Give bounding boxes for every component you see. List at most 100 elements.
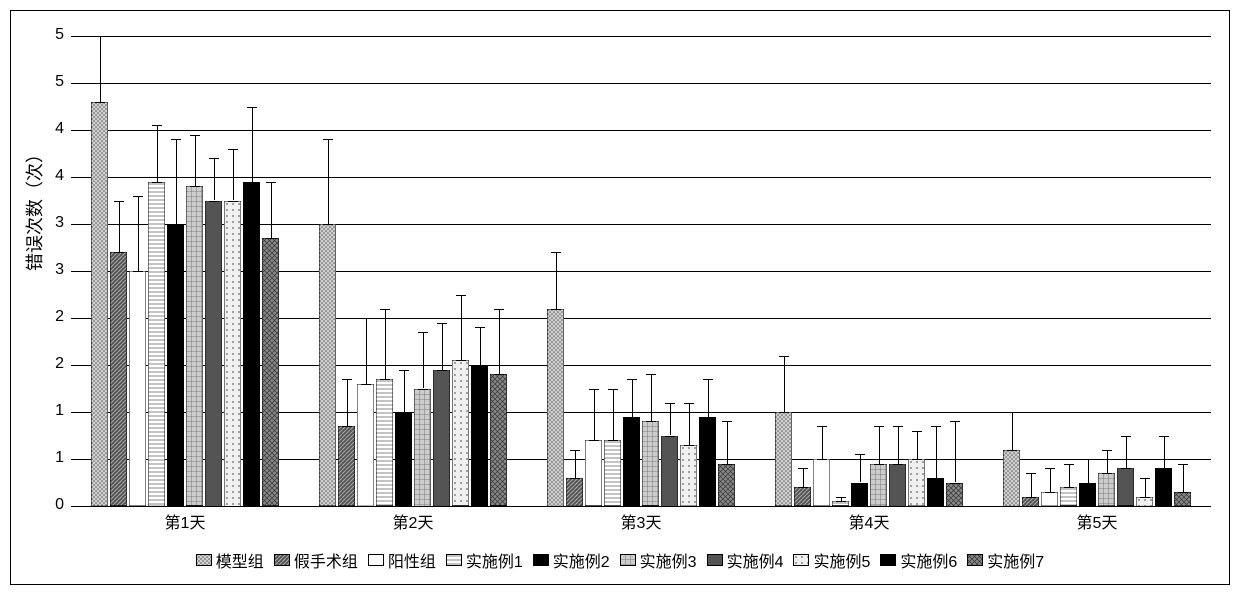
error-bar [252,107,253,182]
legend-label: 实施例2 [553,548,610,572]
y-tick-label: 4 [34,167,64,185]
error-bar-cap [817,459,827,460]
legend-swatch [368,554,384,566]
bar [395,412,412,506]
bar [889,464,906,506]
error-bar [366,318,367,384]
bar [946,483,963,507]
legend-label: 实施例7 [987,548,1044,572]
error-bar-cap [418,389,428,390]
error-bar-cap [1121,436,1131,437]
error-bar-cap [589,389,599,390]
error-bar [1088,459,1089,483]
gridline [71,459,1211,460]
bar [794,487,811,506]
error-bar [461,295,462,361]
bar [870,464,887,506]
error-bar-cap [361,384,371,385]
error-bar-cap [589,440,599,441]
legend-swatch [967,554,983,566]
legend-swatch [620,554,636,566]
error-bar-cap [323,224,333,225]
legend-item: 实施例3 [620,548,697,572]
y-tick-label: 0 [34,496,64,514]
error-bar [936,426,937,478]
error-bar-cap [912,459,922,460]
bar [604,440,621,506]
error-bar-cap [380,309,390,310]
bar [642,421,659,506]
error-bar-cap [323,139,333,140]
y-tick-label: 3 [34,261,64,279]
legend-label: 实施例1 [466,548,523,572]
bar [566,478,583,506]
legend-item: 实施例1 [446,548,523,572]
bar [718,464,735,506]
error-bar-cap [114,252,124,253]
error-bar-cap [684,445,694,446]
error-bar-cap [798,487,808,488]
error-bar-cap [418,332,428,333]
error-bar [1183,464,1184,492]
error-bar-cap [171,224,181,225]
gridline [71,412,1211,413]
error-bar-cap [627,379,637,380]
error-bar-cap [608,389,618,390]
error-bar-cap [1159,436,1169,437]
bar [1136,497,1153,506]
error-bar [138,196,139,271]
error-bar-cap [152,182,162,183]
error-bar [347,379,348,426]
error-bar-cap [209,158,219,159]
bar [186,186,203,506]
error-bar-cap [266,238,276,239]
bar [927,478,944,506]
error-bar-cap [1045,492,1055,493]
bar [91,102,108,506]
error-bar-cap [1026,473,1036,474]
error-bar [119,201,120,253]
error-bar-cap [133,196,143,197]
chart-container: 错误次数（次） 模型组假手术组阳性组实施例1实施例2实施例3实施例4实施例5实施… [10,10,1230,585]
bar [1003,450,1020,506]
bar [1060,487,1077,506]
error-bar-cap [228,201,238,202]
error-bar-cap [779,356,789,357]
error-bar-cap [665,403,675,404]
x-tick-label: 第1天 [165,509,206,533]
bar [433,370,450,506]
gridline [71,224,1211,225]
error-bar-cap [836,501,846,502]
error-bar-cap [912,431,922,432]
bar [1174,492,1191,506]
error-bar-cap [874,464,884,465]
x-tick-label: 第4天 [849,509,890,533]
error-bar [955,421,956,482]
bar [243,182,260,506]
gridline [71,318,1211,319]
error-bar [556,252,557,308]
error-bar [442,323,443,370]
legend-swatch [793,554,809,566]
error-bar [157,125,158,181]
bar [471,365,488,506]
error-bar-cap [171,139,181,140]
error-bar-cap [931,426,941,427]
error-bar [100,36,101,102]
error-bar [233,149,234,201]
bar [585,440,602,506]
error-bar [423,332,424,388]
error-bar-cap [437,323,447,324]
legend-label: 实施例6 [900,548,957,572]
bar [490,374,507,506]
plot-area [71,36,1211,507]
y-tick-label: 3 [34,214,64,232]
error-bar-cap [1083,459,1093,460]
legend-item: 模型组 [196,548,264,572]
error-bar-cap [361,318,371,319]
legend: 模型组假手术组阳性组实施例1实施例2实施例3实施例4实施例5实施例6实施例7 [11,542,1229,578]
error-bar-cap [95,102,105,103]
x-tick-label: 第3天 [621,509,662,533]
error-bar-cap [95,36,105,37]
error-bar [689,403,690,445]
